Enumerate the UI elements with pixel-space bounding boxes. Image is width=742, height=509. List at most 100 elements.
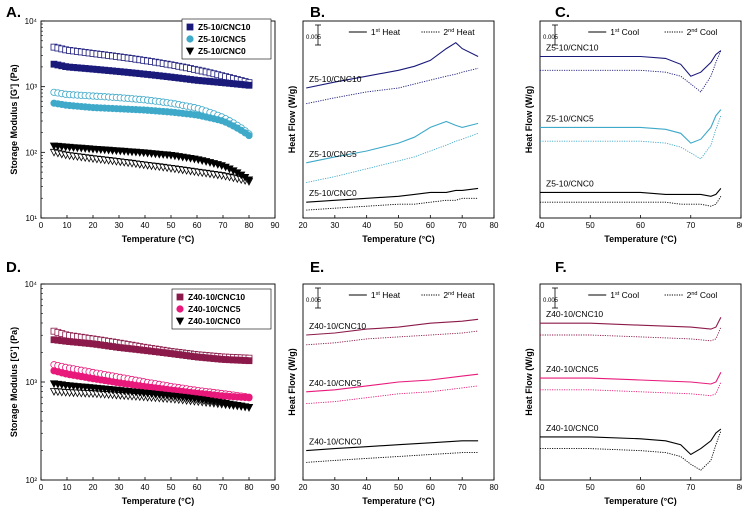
x-axis: 40 50 60 70 80 xyxy=(536,477,742,492)
legend-box xyxy=(171,288,272,330)
y-axis-title: Storage Modulus [G'] (Pa) xyxy=(9,327,19,437)
legend-label: 1st Cool xyxy=(610,27,639,37)
curve-first xyxy=(540,428,722,456)
scale-bar-label: 0.005 xyxy=(306,35,322,41)
legend-label: 1st Heat xyxy=(371,27,401,37)
x-tick-label: 50 xyxy=(167,221,176,230)
x-tick-label: 30 xyxy=(115,483,124,492)
data-point-filled xyxy=(245,131,253,140)
legend-label: 2nd Heat xyxy=(443,290,475,300)
curve-first xyxy=(540,188,722,197)
x-tick-label: 60 xyxy=(426,483,435,492)
x-tick-label: 50 xyxy=(586,221,595,230)
x-tick-label: 60 xyxy=(426,221,435,230)
series-z40-10-cnc5: Z40-10/CNC5 xyxy=(540,364,722,397)
legend-label: Z5-10/CNC0 xyxy=(198,46,246,56)
x-axis: 0 10 20 30 40 50 60 70 80 90 xyxy=(39,477,280,492)
panel-c: C. 40 50 60 70 80 Temperature (°C) Heat Flow (W… xyxy=(524,4,742,244)
x-tick-label: 20 xyxy=(89,221,98,230)
y-tick-label: 10³ xyxy=(25,378,37,387)
curve-second xyxy=(306,132,479,183)
x-tick-label: 20 xyxy=(299,483,308,492)
x-tick-label: 40 xyxy=(141,483,150,492)
x-tick-label: 30 xyxy=(330,221,339,230)
panel-a: A. 0 10 20 30 40 50 60 70 80 90 Temperature (°C) 10¹… xyxy=(6,4,280,244)
series-z40-10-cnc10 xyxy=(50,327,253,365)
x-tick-label: 60 xyxy=(636,483,645,492)
y-axis-title: Heat Flow (W/g) xyxy=(524,86,534,154)
x-tick-label: 40 xyxy=(362,221,371,230)
x-tick-label: 60 xyxy=(636,221,645,230)
legend-label: 2nd Heat xyxy=(443,27,475,37)
series-z40-10-cnc10: Z40-10/CNC10 xyxy=(540,309,722,342)
curve-first xyxy=(306,120,479,164)
legend-label: Z40-10/CNC0 xyxy=(188,316,241,326)
panel-e: E. 20 30 40 50 60 70 80 Temperature (°C) Heat Flo… xyxy=(287,259,499,506)
y-tick-label: 10³ xyxy=(25,83,37,92)
x-tick-label: 80 xyxy=(245,483,254,492)
x-tick-label: 0 xyxy=(39,221,44,230)
legend-marker xyxy=(186,23,194,31)
legend-label: Z5-10/CNC5 xyxy=(198,34,246,44)
series-label: Z40-10/CNC0 xyxy=(309,437,362,447)
series-z5-10-cnc10 xyxy=(50,43,253,89)
legend-marker xyxy=(185,47,195,56)
curve-first xyxy=(540,50,722,77)
x-tick-label: 50 xyxy=(394,221,403,230)
panel-label: E. xyxy=(310,259,324,276)
legend: 1st Heat 2nd Heat xyxy=(348,290,475,300)
x-tick-label: 0 xyxy=(39,483,44,492)
x-axis: 20 30 40 50 60 70 80 xyxy=(299,477,499,492)
x-axis-title: Temperature (°C) xyxy=(362,234,434,244)
curve-second xyxy=(306,452,479,463)
series-z5-10-cnc0: Z5-10/CNC0 xyxy=(540,178,722,207)
curve-second xyxy=(540,196,722,207)
x-tick-label: 20 xyxy=(299,221,308,230)
curve-first xyxy=(540,317,722,330)
curve-first xyxy=(306,440,479,452)
x-tick-label: 80 xyxy=(490,221,499,230)
x-tick-label: 60 xyxy=(193,483,202,492)
legend-marker xyxy=(175,317,185,326)
series-label: Z5-10/CNC0 xyxy=(546,178,594,188)
legend-label: Z40-10/CNC10 xyxy=(188,292,245,302)
series-z5-10-cnc10: Z5-10/CNC10 xyxy=(540,42,722,93)
series-z5-10-cnc10: Z5-10/CNC10 xyxy=(306,42,479,105)
curve-second xyxy=(540,326,722,342)
scale-bar: 0.005 xyxy=(306,287,322,309)
scale-bar: 0.005 xyxy=(543,24,559,46)
x-tick-label: 70 xyxy=(219,483,228,492)
x-tick-label: 40 xyxy=(536,221,545,230)
panel-f: F. 40 50 60 70 80 Temperature (°C) Heat Flow (W… xyxy=(524,259,742,506)
legend: 1st Cool 2nd Cool xyxy=(588,290,717,300)
legend-marker xyxy=(176,293,184,301)
legend: 1st Cool 2nd Cool xyxy=(588,27,717,37)
x-tick-label: 50 xyxy=(394,483,403,492)
x-tick-label: 70 xyxy=(686,221,695,230)
series-label: Z40-10/CNC5 xyxy=(309,378,362,388)
series-z40-10-cnc0 xyxy=(49,380,254,412)
curve-first xyxy=(306,373,479,393)
legend: Z5-10/CNC10 Z5-10/CNC5 Z5-10/CNC0 xyxy=(181,18,272,60)
curve-second xyxy=(540,115,722,160)
panel-b: B. 20 30 40 50 60 70 80 Temperature (°C) Heat Flo… xyxy=(287,4,499,244)
data-point-filled xyxy=(245,81,253,89)
series-label: Z5-10/CNC10 xyxy=(546,42,599,52)
plot-frame xyxy=(40,20,276,219)
x-tick-label: 50 xyxy=(167,483,176,492)
x-tick-label: 40 xyxy=(536,483,545,492)
x-tick-label: 30 xyxy=(115,221,124,230)
x-tick-label: 80 xyxy=(245,221,254,230)
legend-box xyxy=(181,18,272,60)
x-tick-label: 60 xyxy=(193,221,202,230)
curve-first xyxy=(540,371,722,385)
data-point-filled xyxy=(244,404,254,412)
x-axis: 20 30 40 50 60 70 80 xyxy=(299,215,499,230)
x-axis-title: Temperature (°C) xyxy=(122,234,194,244)
x-tick-label: 90 xyxy=(271,221,280,230)
x-tick-label: 70 xyxy=(686,483,695,492)
y-tick-label: 10¹ xyxy=(25,214,37,223)
series-label: Z5-10/CNC5 xyxy=(546,113,594,123)
series-z5-10-cnc5: Z5-10/CNC5 xyxy=(306,120,479,183)
x-axis-title: Temperature (°C) xyxy=(362,496,434,506)
